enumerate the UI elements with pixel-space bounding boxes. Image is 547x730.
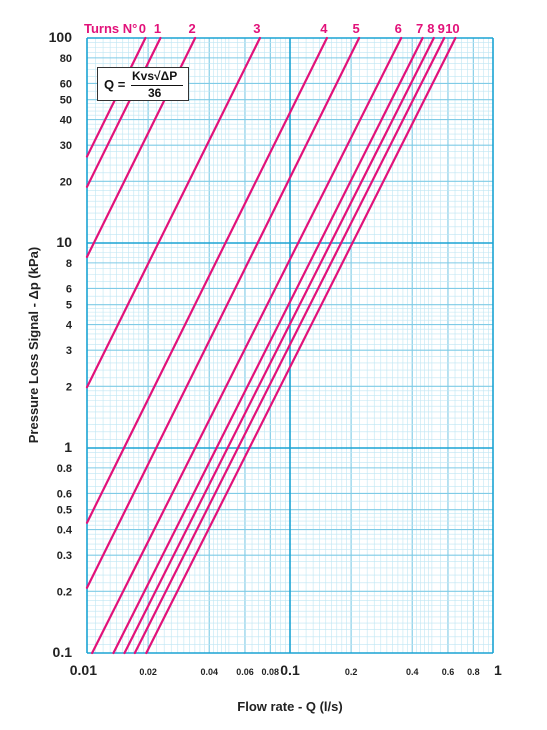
x-tick-label: 0.6	[442, 667, 455, 677]
curve-turn-10	[145, 36, 457, 655]
y-tick-label: 5	[66, 300, 72, 312]
curve-turn-7	[112, 36, 424, 655]
y-tick-label: 0.6	[57, 488, 72, 500]
turn-curves	[85, 36, 457, 655]
turn-label-5: 5	[352, 21, 359, 36]
formula-denominator: 36	[148, 86, 162, 100]
y-tick-label: 50	[60, 95, 72, 107]
y-tick-label: 60	[60, 78, 72, 90]
y-tick-label: 0.3	[57, 550, 72, 562]
curve-turn-8	[123, 36, 435, 655]
y-tick-label: 10	[56, 234, 72, 250]
y-tick-label: 100	[49, 29, 73, 45]
y-tick-label: 3	[66, 345, 72, 357]
y-tick-label: 0.4	[57, 525, 73, 537]
y-tick-label: 80	[60, 53, 72, 65]
y-tick-label: 30	[60, 140, 72, 152]
turn-label-6: 6	[395, 21, 402, 36]
curve-turn-9	[133, 36, 446, 655]
y-axis-title: Pressure Loss Signal - Δp (kPa)	[26, 247, 41, 443]
formula-numerator: Kvs√ΔP	[132, 69, 178, 83]
y-tick-label: 4	[66, 320, 73, 332]
x-tick-label: 0.4	[406, 667, 419, 677]
turn-label-2: 2	[189, 21, 196, 36]
x-tick-labels: 0.01 0.02 0.04 0.06 0.08 0.1 0.2 0.4 0.6 0.8 1	[70, 662, 502, 678]
curve-turn-4	[85, 36, 329, 524]
y-tick-label: 1	[64, 439, 72, 455]
turn-label-3: 3	[253, 21, 260, 36]
turn-labels: Turns N° 0 1 2 3 4 5 6 7 8 9 10	[84, 21, 460, 36]
y-tick-label: 0.1	[53, 644, 73, 660]
turn-label-8: 8	[427, 21, 434, 36]
legend-title: Turns N°	[84, 21, 137, 36]
x-tick-label: 0.2	[345, 667, 358, 677]
turn-label-0: 0	[139, 21, 146, 36]
grid-lines	[86, 37, 494, 654]
curve-turn-1	[85, 36, 162, 188]
flow-formula-box: Q = Kvs√ΔP 36	[97, 67, 189, 101]
y-tick-label: 0.5	[57, 505, 72, 517]
formula-fraction-bar	[131, 85, 183, 86]
y-tick-label: 0.2	[57, 586, 72, 598]
turn-label-10: 10	[445, 21, 459, 36]
x-tick-label: 0.8	[467, 667, 480, 677]
y-tick-label: 0.8	[57, 463, 72, 475]
turn-label-7: 7	[416, 21, 423, 36]
x-tick-label: 0.01	[70, 662, 97, 678]
curve-turn-5	[85, 36, 361, 589]
turn-label-1: 1	[154, 21, 161, 36]
turn-label-4: 4	[320, 21, 328, 36]
curve-turn-3	[85, 36, 262, 389]
y-tick-label: 40	[60, 115, 72, 127]
y-tick-label: 2	[66, 381, 72, 393]
x-tick-label: 0.04	[200, 667, 218, 677]
x-tick-label: 0.02	[139, 667, 157, 677]
turn-label-9: 9	[438, 21, 445, 36]
y-tick-label: 20	[60, 176, 72, 188]
y-tick-labels: 0.1 0.2 0.3 0.4 0.5 0.6 0.8 1 2 3 4 5 6 8 10 20 30 40 50 60…	[49, 29, 73, 660]
x-tick-label: 0.06	[236, 667, 254, 677]
x-tick-label: 1	[494, 662, 502, 678]
x-tick-label: 0.1	[280, 662, 300, 678]
formula-lhs: Q =	[104, 77, 126, 92]
x-tick-label: 0.08	[262, 667, 280, 677]
x-axis-title: Flow rate - Q (l/s)	[237, 699, 342, 714]
y-tick-label: 8	[66, 258, 72, 270]
y-tick-label: 6	[66, 283, 72, 295]
curve-turn-6	[91, 36, 403, 655]
